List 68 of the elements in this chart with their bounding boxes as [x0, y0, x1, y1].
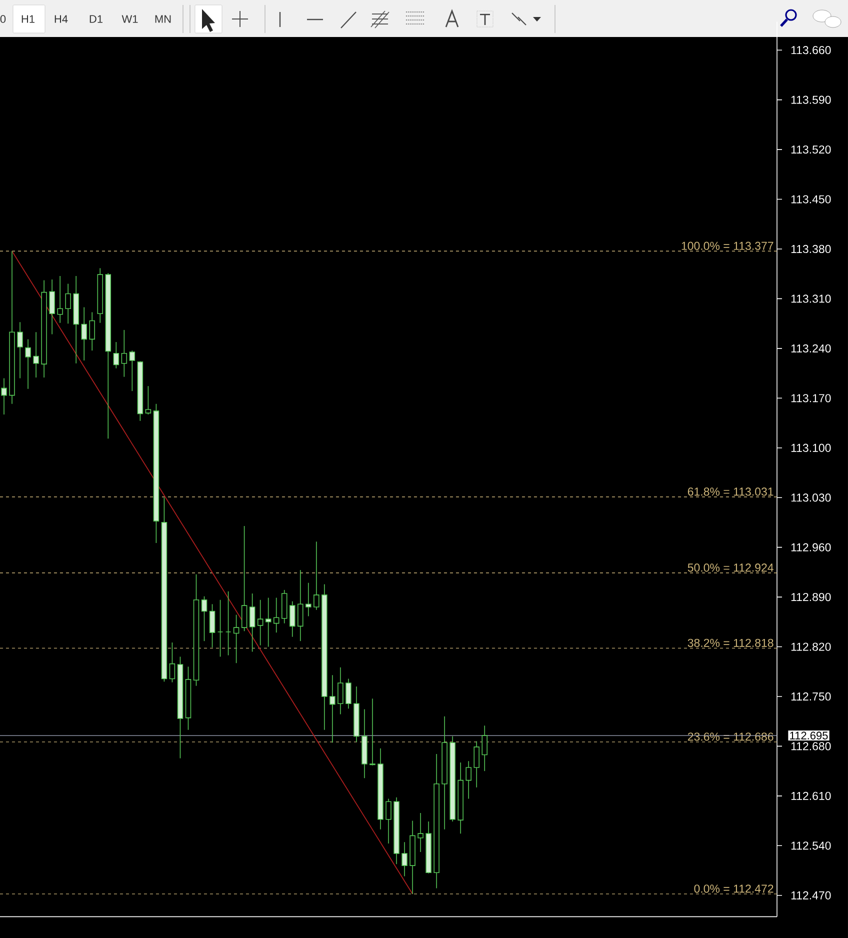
candlestick: [466, 760, 472, 800]
candlestick: [113, 342, 120, 369]
candlestick: [217, 599, 224, 658]
y-tick-label: 113.660: [791, 46, 831, 54]
candlestick: [201, 596, 208, 642]
candlestick: [25, 338, 31, 390]
candlestick: [49, 279, 55, 335]
annotation: H4: [54, 15, 68, 23]
candlestick: [418, 812, 424, 852]
candlestick: [65, 283, 71, 324]
y-tick-label: 112.890: [791, 592, 831, 602]
candlestick: [474, 740, 480, 788]
y-tick-label: 113.100: [791, 444, 831, 452]
candlestick: [17, 322, 23, 379]
candlestick: [482, 725, 488, 772]
y-tick-label: 112.960: [791, 543, 831, 552]
candlestick: [314, 541, 320, 610]
candlestick: [169, 642, 176, 683]
candlestick: [89, 312, 95, 351]
annotation: 0: [0, 15, 6, 23]
annotation: MN: [155, 15, 171, 23]
annotation: H1: [22, 15, 34, 23]
y-tick-label: 112.610: [791, 792, 831, 800]
y-tick-label: 113.170: [791, 394, 831, 402]
candlestick: [330, 674, 336, 744]
candlestick: [265, 597, 272, 648]
y-tick-label: 113.030: [791, 494, 831, 502]
y-tick-label: 113.450: [791, 195, 831, 204]
candlestick: [370, 698, 376, 766]
candlestick: [273, 597, 280, 633]
annotation: W1: [122, 15, 138, 23]
ref-line-label: 50.0% = 112.924: [688, 564, 774, 572]
candlestick: [57, 276, 63, 324]
candlestick: [386, 798, 392, 844]
y-tick-label: 113.310: [791, 294, 831, 303]
y-tick-label: 112.750: [791, 692, 831, 701]
candlestick: [121, 330, 128, 378]
ref-line-label: 61.8% = 113.031: [688, 488, 774, 496]
candlestick: [306, 582, 312, 617]
y-tick-label: 112.820: [791, 642, 831, 651]
candlestick: [338, 666, 344, 715]
candlestick: [298, 570, 304, 642]
y-tick-label: 112.470: [791, 891, 831, 900]
candlestick: [129, 350, 136, 392]
candlestick: [225, 590, 232, 656]
y-tick-label: 113.590: [791, 96, 831, 104]
ref-line-label: 38.2% = 112.818: [688, 638, 774, 647]
candlestick: [81, 306, 87, 361]
candlestick: [241, 526, 248, 632]
candlestick: [257, 599, 264, 646]
candlestick: [145, 386, 152, 415]
candlestick: [249, 593, 256, 652]
candlestick: [209, 604, 216, 648]
candlestick: [33, 332, 39, 378]
candlestick: [1, 378, 7, 415]
ref-line-label: 100.0% = 113.377: [682, 242, 774, 250]
ref-line-label: 0.0% = 112.472: [694, 884, 774, 893]
y-tick-label: 113.520: [791, 145, 831, 154]
candlestick: [402, 842, 408, 877]
y-tick-label: 113.380: [791, 244, 831, 254]
candlestick: [289, 600, 296, 638]
annotation: D1: [90, 15, 102, 23]
candlestick: [233, 614, 240, 664]
y-tick-label: 112.540: [791, 842, 831, 850]
y-tick-label: 112.680: [791, 742, 831, 750]
ref-line-label: 112.695: [790, 732, 828, 740]
candlestick: [346, 678, 352, 709]
y-tick-label: 113.240: [791, 344, 831, 352]
